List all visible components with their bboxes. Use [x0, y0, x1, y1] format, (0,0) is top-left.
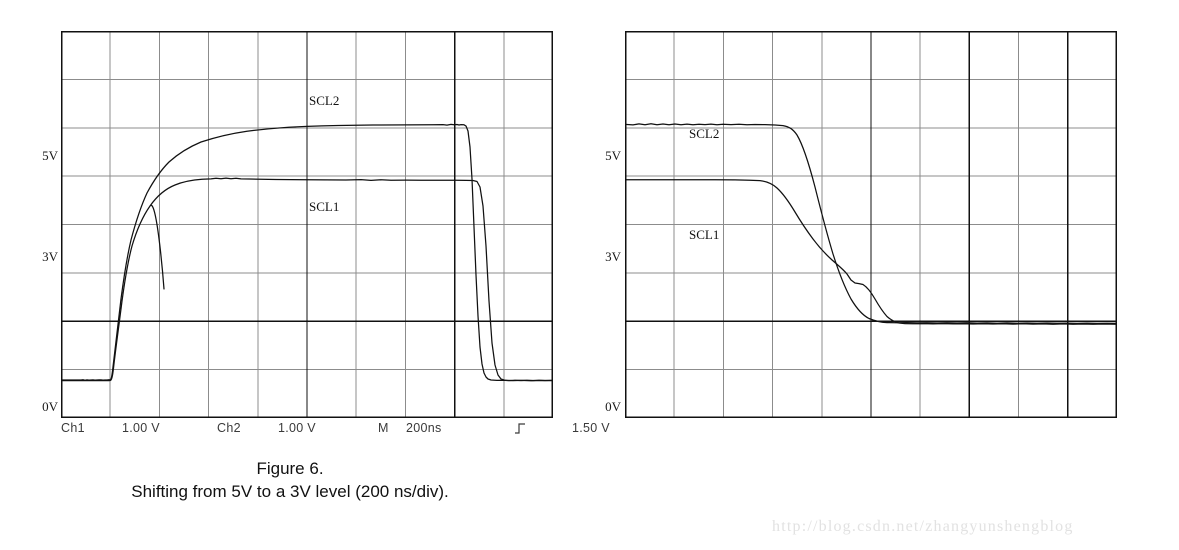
status-timebase-label-figure-6: M	[378, 421, 389, 435]
y-axis-label-3v-right: 3V	[605, 249, 621, 264]
status-trigger-level-figure-6: 1.50 V	[572, 421, 610, 435]
status-bar-figure-6: Ch1 1.00 V Ch2 1.00 V M 200ns 1.50 V	[61, 421, 610, 443]
figure-6-block: 5V 3V 0V	[0, 0, 610, 550]
trace-label-scl1-figure-6: SCL1	[309, 199, 340, 214]
trace-scl1-figure-6	[61, 177, 553, 382]
trace-label-scl2-figure-6: SCL2	[309, 93, 340, 108]
plot-border	[625, 31, 1117, 418]
trace-scl2-figure-7	[625, 123, 1117, 325]
trace-label-scl1-figure-7: SCL1	[689, 227, 720, 242]
y-axis-label-5v: 5V	[42, 148, 58, 163]
caption-figure-6: Figure 6. Shifting from 5V to a 3V level…	[10, 458, 570, 504]
caption-title-figure-6: Figure 6.	[256, 459, 324, 478]
status-ch1-value-figure-6: 1.00 V	[122, 421, 160, 435]
y-axis-label-5v-right: 5V	[605, 148, 621, 163]
oscilloscope-screen-figure-7: SCL2 SCL1	[625, 31, 1117, 418]
waveform-plot-figure-7	[625, 31, 1117, 418]
status-ch2-value-figure-6: 1.00 V	[278, 421, 316, 435]
trigger-rising-edge-icon	[513, 421, 527, 438]
oscilloscope-screen-figure-6: SCL2 SCL1	[61, 31, 553, 418]
status-ch2-label-figure-6: Ch2	[217, 421, 241, 435]
y-axis-label-0v: 0V	[42, 399, 58, 414]
watermark-url: http://blog.csdn.net/zhangyunshengblog	[772, 518, 1074, 535]
y-axis-labels-right: 5V 3V 0V	[565, 31, 621, 418]
caption-text-figure-6: Shifting from 5V to a 3V level (200 ns/d…	[131, 481, 449, 501]
plot-border	[61, 31, 553, 418]
status-timebase-value-figure-6: 200ns	[406, 421, 442, 435]
grid-major-lines	[61, 31, 553, 418]
waveform-plot-figure-6	[61, 31, 553, 418]
y-axis-labels-left: 5V 3V 0V	[2, 31, 58, 418]
y-axis-label-0v-right: 0V	[605, 399, 621, 414]
figure-7-block: 5V 3V 0V	[589, 0, 1178, 550]
status-ch1-label-figure-6: Ch1	[61, 421, 85, 435]
trace-label-scl2-figure-7: SCL2	[689, 126, 720, 141]
grid-major-lines	[625, 31, 1117, 418]
trace-scl1-figure-7	[625, 179, 1117, 325]
y-axis-label-3v: 3V	[42, 249, 58, 264]
